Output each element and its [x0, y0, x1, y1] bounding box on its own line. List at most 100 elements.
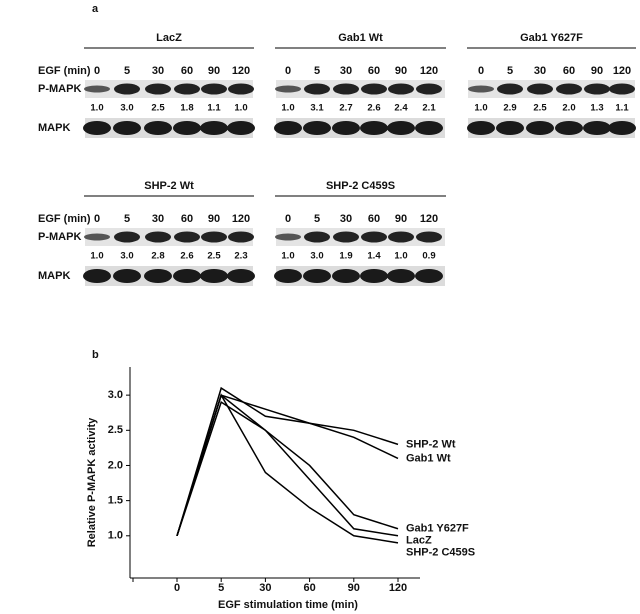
time-label: 0: [478, 65, 484, 77]
band: [274, 121, 302, 135]
band: [84, 233, 110, 241]
band: [173, 269, 201, 283]
band: [227, 269, 255, 283]
quant-label: 3.0: [310, 251, 323, 262]
y-axis-label: Relative P-MAPK activity: [86, 417, 98, 547]
x-tick-label: 5: [218, 582, 224, 594]
band: [274, 269, 302, 283]
band: [200, 121, 228, 135]
band: [275, 233, 301, 241]
row-label: P-MAPK: [38, 231, 81, 243]
band: [468, 85, 494, 93]
time-label: 5: [314, 213, 320, 225]
band: [144, 269, 172, 283]
band: [304, 83, 330, 95]
row-label: MAPK: [38, 270, 70, 282]
x-tick-label: 90: [348, 582, 360, 594]
band: [583, 121, 611, 135]
band: [360, 269, 388, 283]
time-label: 90: [395, 213, 407, 225]
time-label: 60: [563, 65, 575, 77]
quant-label: 2.5: [533, 103, 547, 114]
time-label: 60: [181, 65, 193, 77]
band: [114, 231, 140, 243]
band: [200, 269, 228, 283]
time-label: 30: [152, 65, 164, 77]
time-label: 90: [591, 65, 603, 77]
band: [361, 83, 387, 95]
quant-label: 0.9: [422, 251, 435, 262]
band: [387, 121, 415, 135]
band: [333, 83, 359, 95]
quant-label: 2.4: [394, 103, 408, 114]
band: [83, 121, 111, 135]
time-label: 60: [368, 213, 380, 225]
band: [228, 231, 254, 243]
quant-label: 1.9: [339, 251, 352, 262]
quant-label: 1.4: [367, 251, 381, 262]
x-tick-label: 60: [303, 582, 315, 594]
band: [201, 83, 227, 95]
blot-title: LacZ: [156, 32, 182, 44]
band: [228, 83, 254, 95]
time-label: 120: [420, 213, 438, 225]
band: [609, 83, 635, 95]
quant-label: 1.3: [590, 103, 603, 114]
band: [303, 121, 331, 135]
band: [526, 121, 554, 135]
band: [415, 269, 443, 283]
time-label: 5: [507, 65, 513, 77]
line: [176, 394, 399, 537]
series-label: SHP-2 C459S: [406, 547, 475, 559]
time-label: 0: [94, 213, 100, 225]
band: [496, 121, 524, 135]
x-tick-label: 0: [174, 582, 180, 594]
row-label: EGF (min): [38, 65, 91, 77]
line: [176, 401, 399, 537]
quant-label: 1.0: [90, 251, 103, 262]
time-label: 30: [534, 65, 546, 77]
series-label: Gab1 Wt: [406, 452, 451, 464]
blot-title: Gab1 Y627F: [520, 32, 583, 44]
time-label: 120: [420, 65, 438, 77]
band: [332, 269, 360, 283]
band: [467, 121, 495, 135]
time-label: 5: [124, 65, 130, 77]
blot-title: Gab1 Wt: [338, 32, 383, 44]
band: [114, 83, 140, 95]
quant-label: 1.0: [474, 103, 487, 114]
band: [556, 83, 582, 95]
time-label: 120: [613, 65, 631, 77]
quant-label: 1.1: [615, 103, 629, 114]
quant-label: 3.1: [310, 103, 324, 114]
x-axis-label: EGF stimulation time (min): [218, 599, 358, 611]
quant-label: 2.9: [503, 103, 516, 114]
quant-label: 3.0: [120, 251, 133, 262]
band: [360, 121, 388, 135]
quant-label: 1.1: [207, 103, 221, 114]
band: [173, 121, 201, 135]
band: [527, 83, 553, 95]
time-label: 30: [340, 213, 352, 225]
quant-label: 1.0: [234, 103, 247, 114]
band: [388, 231, 414, 243]
band: [332, 121, 360, 135]
blot-title: SHP-2 C459S: [326, 180, 395, 192]
blot-title: SHP-2 Wt: [144, 180, 194, 192]
quant-label: 1.0: [90, 103, 103, 114]
band: [415, 121, 443, 135]
quant-label: 3.0: [120, 103, 133, 114]
quant-label: 1.0: [281, 103, 294, 114]
band: [201, 231, 227, 243]
panel-label: a: [92, 3, 99, 15]
row-label: MAPK: [38, 122, 70, 134]
series-label: Gab1 Y627F: [406, 523, 469, 535]
quant-label: 1.0: [281, 251, 294, 262]
quant-label: 2.6: [367, 103, 380, 114]
band: [333, 231, 359, 243]
band: [361, 231, 387, 243]
quant-label: 2.5: [207, 251, 221, 262]
time-label: 120: [232, 65, 250, 77]
series-label: SHP-2 Wt: [406, 438, 456, 450]
